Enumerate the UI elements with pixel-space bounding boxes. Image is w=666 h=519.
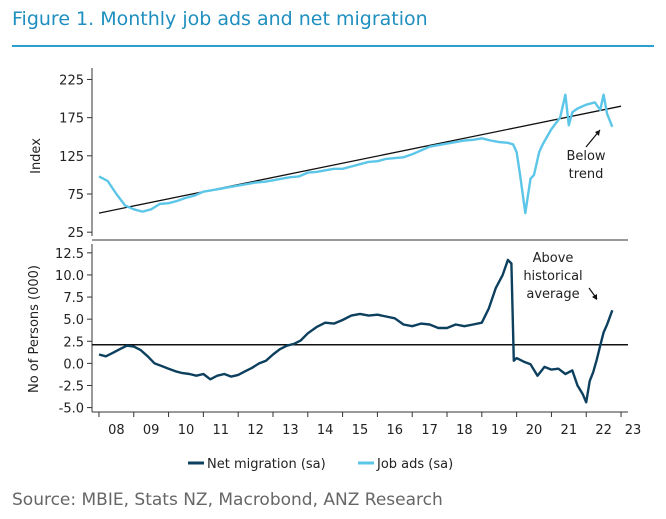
above-average-arrowhead	[592, 294, 597, 300]
x-tick-label: 15	[352, 423, 369, 438]
x-tick-label: 09	[143, 423, 160, 438]
x-tick-label: 13	[282, 423, 299, 438]
source-note: Source: MBIE, Stats NZ, Macrobond, ANZ R…	[12, 490, 443, 510]
x-tick-label: 12	[247, 423, 264, 438]
job-ads-line	[98, 93, 614, 215]
top-panel: 25 75 125 175 225 Index Below trend	[29, 68, 622, 241]
x-tick-label: 11	[213, 423, 230, 438]
x-tick-label: 14	[317, 423, 334, 438]
bottom-y-label: No of Persons (000)	[27, 265, 42, 393]
legend-label-job-ads: Job ads (sa)	[376, 457, 453, 472]
bottom-y-tick-label: 2.5	[63, 335, 84, 350]
bottom-y-tick-label: -5.0	[59, 402, 84, 417]
x-tick-label: 16	[387, 423, 404, 438]
top-y-tick-label: 175	[59, 112, 84, 127]
bottom-y-tick-label: 10.0	[55, 269, 84, 284]
title-rule	[12, 45, 654, 47]
x-tick-label: 22	[595, 423, 612, 438]
bottom-y-tick-label: 7.5	[63, 291, 84, 306]
legend: Net migration (sa) Job ads (sa)	[188, 457, 453, 472]
top-y-tick-label: 125	[59, 150, 84, 165]
below-trend-arrowhead	[595, 130, 600, 136]
below-trend-annotation-line2: trend	[569, 167, 604, 182]
x-tick-label: 19	[491, 423, 508, 438]
above-average-annotation-line3: average	[526, 287, 579, 302]
top-y-tick-label: 25	[67, 226, 84, 241]
top-y-tick-label: 225	[59, 73, 84, 88]
net-migration-line	[98, 258, 614, 404]
x-tick-label: 23	[625, 423, 642, 438]
x-tick-label: 20	[526, 423, 543, 438]
top-y-ticks: 25 75 125 175 225	[59, 73, 92, 241]
bottom-y-tick-label: 0.0	[63, 357, 84, 372]
x-tick-label: 10	[178, 423, 195, 438]
bottom-y-ticks: -5.0 -2.5 0.0 2.5 5.0 7.5 10.0 12.5	[55, 247, 92, 417]
above-average-annotation-line1: Above	[533, 251, 574, 266]
x-tick-label: 17	[421, 423, 438, 438]
top-y-tick-label: 75	[67, 188, 84, 203]
bottom-y-tick-label: 5.0	[63, 313, 84, 328]
bottom-y-tick-label: -2.5	[59, 379, 84, 394]
bottom-panel: -5.0 -2.5 0.0 2.5 5.0 7.5 10.0 12.5 No of Perso…	[27, 244, 641, 438]
below-trend-annotation-line1: Below	[566, 149, 605, 164]
trend-line	[98, 105, 622, 214]
above-average-annotation-line2: historical	[523, 269, 582, 284]
x-tick-label: 21	[561, 423, 578, 438]
bottom-y-tick-label: 12.5	[55, 247, 84, 262]
figure-title: Figure 1. Monthly job ads and net migrat…	[12, 8, 428, 30]
x-ticks: 08 09 10 11 12 13 14 15 16 17 18 19 20 21 22 23	[98, 412, 642, 438]
legend-label-net-migration: Net migration (sa)	[207, 457, 326, 472]
top-y-label: Index	[29, 138, 44, 174]
x-tick-label: 18	[456, 423, 473, 438]
x-tick-label: 08	[108, 423, 125, 438]
